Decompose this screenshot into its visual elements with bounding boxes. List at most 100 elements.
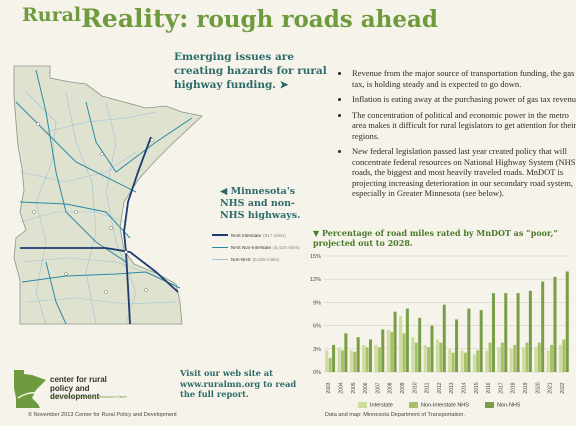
subtitle: Emerging issues are creating hazards for… [174, 51, 327, 91]
legend-line [212, 234, 228, 236]
copyright-text: © November 2013 Center for Rural Policy … [28, 412, 177, 418]
legend-label: Non-Interstate NHS [420, 402, 469, 409]
bar [328, 358, 332, 372]
legend-note: (917 miles) [263, 232, 286, 238]
x-tick-label: 2007 [375, 382, 381, 393]
bar [537, 342, 541, 372]
legend-row: Non-NHS (5,009 miles) [212, 253, 300, 265]
bar [427, 347, 431, 372]
bullet-list: Revenue from the major source of transpo… [336, 68, 576, 204]
bar [353, 351, 357, 372]
bar [340, 350, 344, 372]
bar [485, 350, 489, 372]
bar [362, 344, 366, 372]
bar [497, 347, 501, 372]
city-markers [32, 122, 154, 294]
x-tick-label: 2016 [486, 382, 492, 393]
x-tick-label: 2005 [351, 382, 357, 393]
bar [418, 317, 422, 372]
bullet-item: New federal legislation passed last year… [350, 146, 576, 199]
logo: center for rural policy and development … [12, 368, 130, 408]
bar [451, 352, 455, 372]
bar [553, 276, 557, 372]
visit-website-text: Visit our web site at www.ruralmn.org to… [180, 368, 297, 399]
legend-line [212, 258, 228, 260]
minnesota-highway-map [6, 62, 216, 327]
y-tick-label: 9% [313, 300, 321, 306]
legend-label: Non-NHS [496, 402, 521, 409]
x-tick-label: 2014 [461, 382, 467, 393]
bar [522, 347, 526, 372]
legend-swatch [484, 402, 494, 408]
bar [381, 329, 385, 372]
x-tick-label: 2008 [388, 382, 394, 393]
bar [442, 304, 446, 372]
bar [337, 347, 341, 372]
bar [550, 344, 554, 372]
bar [504, 293, 508, 372]
map-caption: ◀ Minnesota's NHS and non-NHS highways. [220, 186, 301, 221]
title-rural: Rural [22, 4, 82, 26]
bar [405, 308, 409, 372]
chart-title: ▼ Percentage of road miles rated by MnDO… [313, 228, 559, 248]
bar [516, 293, 520, 372]
bar [513, 344, 517, 372]
logo-tagline: Seeking Solutions for Greater Minnesota'… [50, 395, 127, 399]
bar [325, 350, 329, 372]
map-svg [13, 65, 203, 325]
bar [430, 325, 434, 372]
bar [356, 337, 360, 372]
bar [374, 344, 378, 372]
bar [528, 290, 532, 372]
bar [439, 342, 443, 372]
logo-name: center for rural policy and development [50, 375, 107, 401]
bar [377, 347, 381, 372]
bar [541, 281, 545, 372]
minnesota-logo-icon [14, 370, 46, 408]
x-tick-label: 2020 [535, 382, 541, 393]
x-tick-label: 2010 [412, 382, 418, 393]
legend-row: NHS Interstate (917 miles) [212, 229, 300, 241]
x-tick-label: 2012 [437, 382, 443, 393]
page-title: RuralReality: rough roads ahead [22, 4, 438, 33]
x-tick-label: 2018 [511, 382, 517, 393]
title-rest: rough roads ahead [188, 6, 438, 33]
bar [479, 310, 483, 372]
x-tick-label: 2009 [400, 382, 406, 393]
bar [365, 347, 369, 372]
bar [546, 350, 550, 372]
bar [448, 348, 452, 372]
legend-label: Non-NHS [231, 256, 251, 262]
x-tick-label: 2004 [338, 382, 344, 393]
map-legend: NHS Interstate (917 miles) NHS Non-Inter… [212, 229, 300, 265]
bullet-item: Inflation is eating away at the purchasi… [350, 94, 576, 105]
legend-swatch [358, 402, 367, 408]
legend-line [212, 246, 228, 248]
bar [411, 337, 415, 372]
source-text: Data and map: Minnesota Department of Tr… [325, 412, 465, 418]
bar [368, 339, 372, 372]
bar [414, 342, 418, 372]
bar [534, 347, 538, 372]
x-tick-label: 2022 [560, 382, 566, 393]
bar [472, 354, 476, 372]
bar [455, 319, 459, 372]
legend-label: NHS Interstate [231, 232, 262, 238]
legend-note: (5,425 miles) [273, 244, 300, 250]
nhs-roads [15, 69, 193, 325]
bar [476, 350, 480, 372]
chart-legend-item: Non-Interstate NHS [408, 402, 469, 409]
bar-chart: 0% 3% 6% 9% 12% 15% 2003 2004 2005 2006 2007 2008 20… [310, 254, 570, 394]
bar [390, 331, 394, 372]
bar [393, 311, 397, 372]
legend-note: (5,009 miles) [252, 256, 280, 262]
bar [525, 342, 529, 372]
bar [460, 350, 464, 372]
bar [467, 308, 471, 372]
bar [509, 348, 513, 372]
chart-legend-item: Non-NHS [484, 402, 521, 409]
x-tick-label: 2017 [498, 382, 504, 393]
x-tick-label: 2015 [474, 382, 480, 393]
x-tick-label: 2003 [326, 382, 332, 393]
bar [491, 293, 495, 372]
